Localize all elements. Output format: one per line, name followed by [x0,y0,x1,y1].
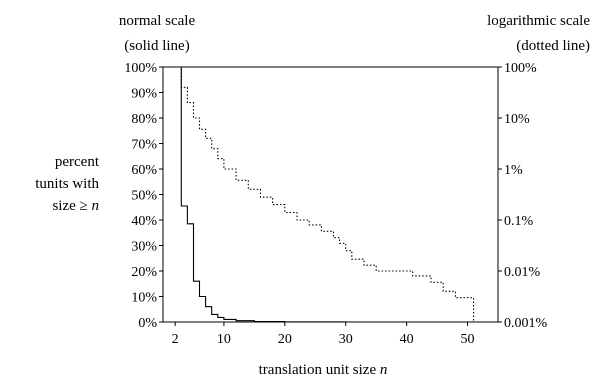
log-scale-dotted-line [169,66,475,322]
right-tick-label: 0.1% [504,214,534,229]
normal-scale-solid-line [169,66,480,323]
left-tick-label: 60% [131,163,157,178]
left-axis-title-line-2: (solid line) [124,38,189,54]
left-tick-label: 100% [124,61,157,76]
left-tick-label: 10% [131,291,157,306]
right-tick-label: 10% [504,112,530,127]
left-tick-label: 0% [138,316,157,331]
right-tick-label: 0.01% [504,265,541,280]
x-tick-label: 2 [172,332,179,347]
y-axis-title-line-2: tunits with [35,176,99,192]
y-axis-title-var: n [92,198,100,214]
left-tick-label: 50% [131,189,157,204]
y-axis-title-line-1: percent [55,154,100,170]
left-tick-label: 30% [131,240,157,255]
x-axis-title-var: n [380,362,388,378]
left-tick-label: 80% [131,112,157,127]
plot-frame [162,66,499,323]
x-tick-label: 10 [217,332,231,347]
x-tick-label: 20 [278,332,292,347]
y-axis-title-line-3: size ≥ n [52,198,99,214]
y-axis-title-text: size ≥ [52,198,91,214]
right-tick-label: 1% [504,163,523,178]
right-tick-label: 0.001% [504,316,548,331]
right-axis-ticks: 0.001% 0.01% 0.1% 1% 10% 100% [498,61,548,331]
left-tick-label: 90% [131,87,157,102]
x-axis-title: translation unit size n [259,362,388,378]
x-tick-label: 50 [461,332,475,347]
right-tick-label: 100% [504,61,537,76]
right-axis-title-line-1: logarithmic scale [487,13,590,29]
left-tick-label: 20% [131,265,157,280]
series-layer [169,66,480,323]
x-tick-label: 40 [400,332,414,347]
left-tick-label: 70% [131,138,157,153]
left-axis-ticks: 0% 10% 20% 30% 40% 50% 60% 70% 80% 90% 100% [124,61,163,331]
right-axis-title-line-2: (dotted line) [516,38,590,54]
x-axis-ticks: 2 10 20 30 40 50 [172,322,475,347]
left-tick-label: 40% [131,214,157,229]
x-axis-title-text: translation unit size [259,362,380,378]
left-axis-title-line-1: normal scale [119,13,196,29]
x-tick-label: 30 [339,332,353,347]
